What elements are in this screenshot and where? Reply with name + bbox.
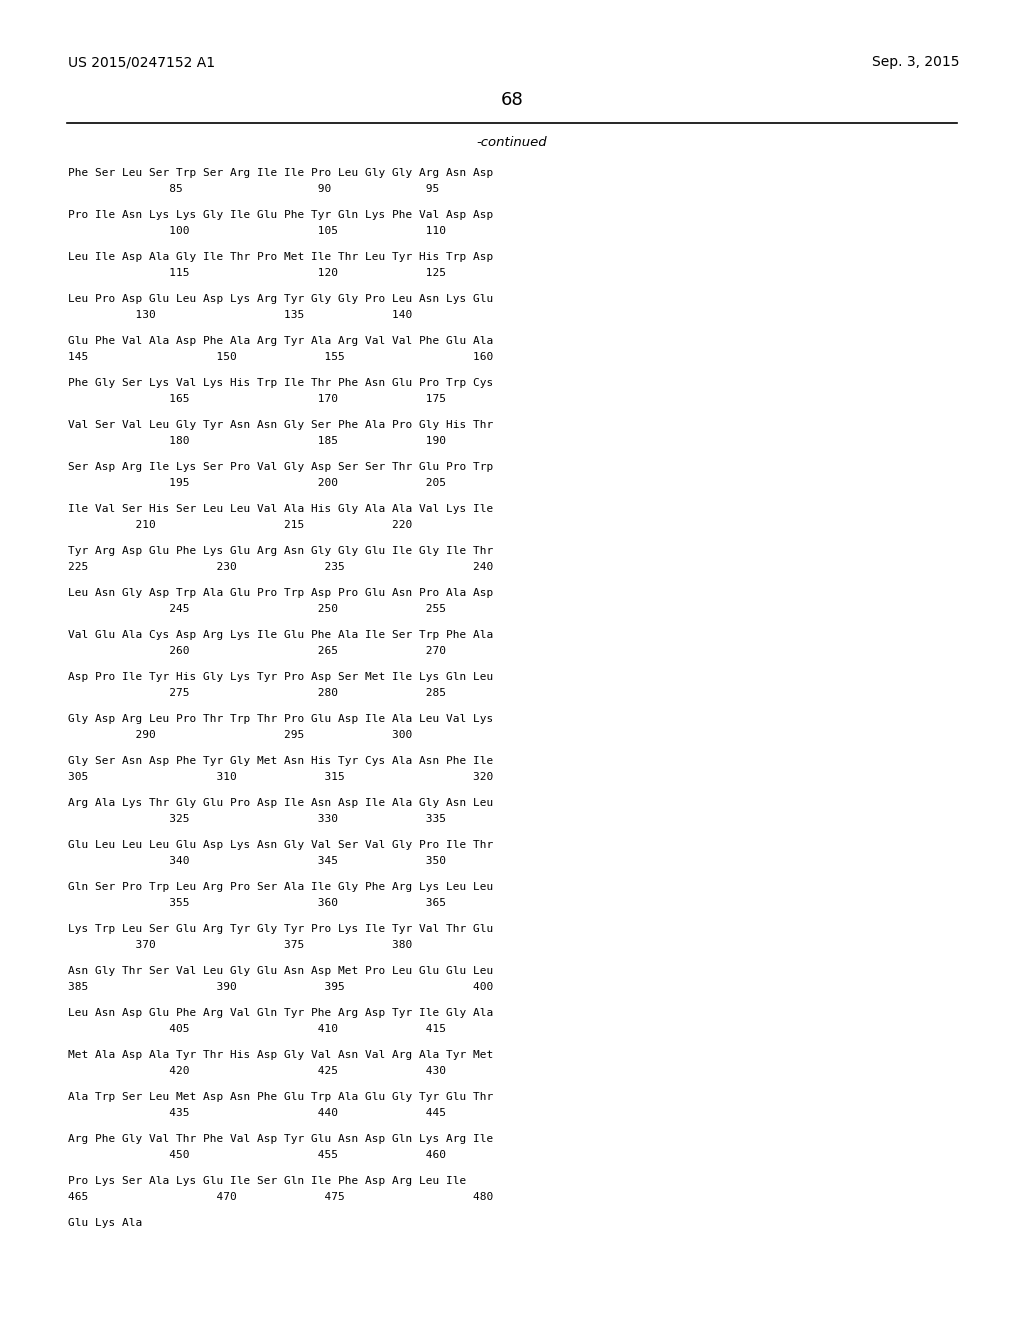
Text: Glu Phe Val Ala Asp Phe Ala Arg Tyr Ala Arg Val Val Phe Glu Ala: Glu Phe Val Ala Asp Phe Ala Arg Tyr Ala … [68, 337, 494, 346]
Text: Pro Lys Ser Ala Lys Glu Ile Ser Gln Ile Phe Asp Arg Leu Ile: Pro Lys Ser Ala Lys Glu Ile Ser Gln Ile … [68, 1176, 466, 1185]
Text: Leu Ile Asp Ala Gly Ile Thr Pro Met Ile Thr Leu Tyr His Trp Asp: Leu Ile Asp Ala Gly Ile Thr Pro Met Ile … [68, 252, 494, 261]
Text: Phe Gly Ser Lys Val Lys His Trp Ile Thr Phe Asn Glu Pro Trp Cys: Phe Gly Ser Lys Val Lys His Trp Ile Thr … [68, 378, 494, 388]
Text: Glu Lys Ala: Glu Lys Ala [68, 1218, 142, 1228]
Text: Phe Ser Leu Ser Trp Ser Arg Ile Ile Pro Leu Gly Gly Arg Asn Asp: Phe Ser Leu Ser Trp Ser Arg Ile Ile Pro … [68, 168, 494, 178]
Text: 370                   375             380: 370 375 380 [68, 940, 413, 949]
Text: US 2015/0247152 A1: US 2015/0247152 A1 [68, 55, 215, 69]
Text: -continued: -continued [477, 136, 547, 149]
Text: 435                   440             445: 435 440 445 [68, 1107, 446, 1118]
Text: Leu Pro Asp Glu Leu Asp Lys Arg Tyr Gly Gly Pro Leu Asn Lys Glu: Leu Pro Asp Glu Leu Asp Lys Arg Tyr Gly … [68, 294, 494, 304]
Text: Asp Pro Ile Tyr His Gly Lys Tyr Pro Asp Ser Met Ile Lys Gln Leu: Asp Pro Ile Tyr His Gly Lys Tyr Pro Asp … [68, 672, 494, 682]
Text: 210                   215             220: 210 215 220 [68, 520, 413, 529]
Text: Gly Ser Asn Asp Phe Tyr Gly Met Asn His Tyr Cys Ala Asn Phe Ile: Gly Ser Asn Asp Phe Tyr Gly Met Asn His … [68, 756, 494, 766]
Text: 68: 68 [501, 91, 523, 110]
Text: 340                   345             350: 340 345 350 [68, 855, 446, 866]
Text: 465                   470             475                   480: 465 470 475 480 [68, 1192, 494, 1201]
Text: Glu Leu Leu Leu Glu Asp Lys Asn Gly Val Ser Val Gly Pro Ile Thr: Glu Leu Leu Leu Glu Asp Lys Asn Gly Val … [68, 840, 494, 850]
Text: Tyr Arg Asp Glu Phe Lys Glu Arg Asn Gly Gly Glu Ile Gly Ile Thr: Tyr Arg Asp Glu Phe Lys Glu Arg Asn Gly … [68, 546, 494, 556]
Text: 325                   330             335: 325 330 335 [68, 813, 446, 824]
Text: Arg Phe Gly Val Thr Phe Val Asp Tyr Glu Asn Asp Gln Lys Arg Ile: Arg Phe Gly Val Thr Phe Val Asp Tyr Glu … [68, 1134, 494, 1144]
Text: Leu Asn Asp Glu Phe Arg Val Gln Tyr Phe Arg Asp Tyr Ile Gly Ala: Leu Asn Asp Glu Phe Arg Val Gln Tyr Phe … [68, 1008, 494, 1018]
Text: 100                   105             110: 100 105 110 [68, 226, 446, 235]
Text: 405                   410             415: 405 410 415 [68, 1023, 446, 1034]
Text: 275                   280             285: 275 280 285 [68, 688, 446, 697]
Text: 85                    90              95: 85 90 95 [68, 183, 439, 194]
Text: 385                   390             395                   400: 385 390 395 400 [68, 982, 494, 991]
Text: Lys Trp Leu Ser Glu Arg Tyr Gly Tyr Pro Lys Ile Tyr Val Thr Glu: Lys Trp Leu Ser Glu Arg Tyr Gly Tyr Pro … [68, 924, 494, 935]
Text: Ser Asp Arg Ile Lys Ser Pro Val Gly Asp Ser Ser Thr Glu Pro Trp: Ser Asp Arg Ile Lys Ser Pro Val Gly Asp … [68, 462, 494, 473]
Text: 245                   250             255: 245 250 255 [68, 603, 446, 614]
Text: Ile Val Ser His Ser Leu Leu Val Ala His Gly Ala Ala Val Lys Ile: Ile Val Ser His Ser Leu Leu Val Ala His … [68, 504, 494, 513]
Text: 290                   295             300: 290 295 300 [68, 730, 413, 739]
Text: 115                   120             125: 115 120 125 [68, 268, 446, 277]
Text: Met Ala Asp Ala Tyr Thr His Asp Gly Val Asn Val Arg Ala Tyr Met: Met Ala Asp Ala Tyr Thr His Asp Gly Val … [68, 1049, 494, 1060]
Text: 195                   200             205: 195 200 205 [68, 478, 446, 487]
Text: 165                   170             175: 165 170 175 [68, 393, 446, 404]
Text: 225                   230             235                   240: 225 230 235 240 [68, 561, 494, 572]
Text: Gln Ser Pro Trp Leu Arg Pro Ser Ala Ile Gly Phe Arg Lys Leu Leu: Gln Ser Pro Trp Leu Arg Pro Ser Ala Ile … [68, 882, 494, 892]
Text: Gly Asp Arg Leu Pro Thr Trp Thr Pro Glu Asp Ile Ala Leu Val Lys: Gly Asp Arg Leu Pro Thr Trp Thr Pro Glu … [68, 714, 494, 723]
Text: Ala Trp Ser Leu Met Asp Asn Phe Glu Trp Ala Glu Gly Tyr Glu Thr: Ala Trp Ser Leu Met Asp Asn Phe Glu Trp … [68, 1092, 494, 1102]
Text: 145                   150             155                   160: 145 150 155 160 [68, 351, 494, 362]
Text: 420                   425             430: 420 425 430 [68, 1065, 446, 1076]
Text: Val Ser Val Leu Gly Tyr Asn Asn Gly Ser Phe Ala Pro Gly His Thr: Val Ser Val Leu Gly Tyr Asn Asn Gly Ser … [68, 420, 494, 430]
Text: Asn Gly Thr Ser Val Leu Gly Glu Asn Asp Met Pro Leu Glu Glu Leu: Asn Gly Thr Ser Val Leu Gly Glu Asn Asp … [68, 966, 494, 975]
Text: Val Glu Ala Cys Asp Arg Lys Ile Glu Phe Ala Ile Ser Trp Phe Ala: Val Glu Ala Cys Asp Arg Lys Ile Glu Phe … [68, 630, 494, 640]
Text: 130                   135             140: 130 135 140 [68, 309, 413, 319]
Text: 260                   265             270: 260 265 270 [68, 645, 446, 656]
Text: Leu Asn Gly Asp Trp Ala Glu Pro Trp Asp Pro Glu Asn Pro Ala Asp: Leu Asn Gly Asp Trp Ala Glu Pro Trp Asp … [68, 587, 494, 598]
Text: 180                   185             190: 180 185 190 [68, 436, 446, 446]
Text: 355                   360             365: 355 360 365 [68, 898, 446, 908]
Text: Pro Ile Asn Lys Lys Gly Ile Glu Phe Tyr Gln Lys Phe Val Asp Asp: Pro Ile Asn Lys Lys Gly Ile Glu Phe Tyr … [68, 210, 494, 220]
Text: Arg Ala Lys Thr Gly Glu Pro Asp Ile Asn Asp Ile Ala Gly Asn Leu: Arg Ala Lys Thr Gly Glu Pro Asp Ile Asn … [68, 799, 494, 808]
Text: Sep. 3, 2015: Sep. 3, 2015 [872, 55, 961, 69]
Text: 450                   455             460: 450 455 460 [68, 1150, 446, 1159]
Text: 305                   310             315                   320: 305 310 315 320 [68, 771, 494, 781]
